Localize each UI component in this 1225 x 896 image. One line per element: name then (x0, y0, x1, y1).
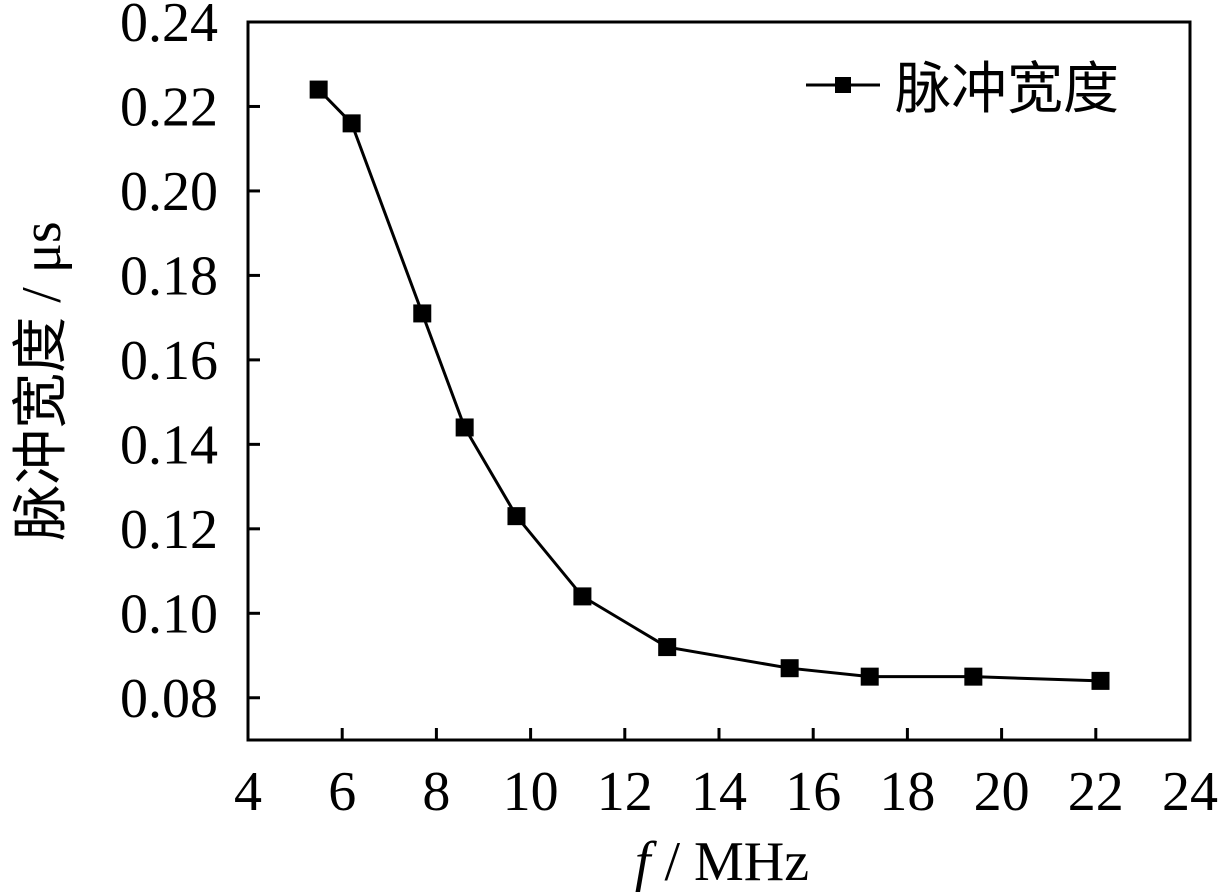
x-tick-label: 18 (879, 761, 935, 823)
y-tick-label: 0.18 (120, 245, 218, 307)
x-tick-label: 14 (691, 761, 747, 823)
data-point-marker (342, 114, 361, 133)
series-line (317, 88, 1101, 683)
x-tick-label: 12 (597, 761, 653, 823)
y-tick-label: 0.16 (120, 330, 218, 392)
data-point-marker (964, 667, 983, 686)
data-point-marker (455, 418, 474, 437)
data-point-marker (309, 80, 328, 99)
legend-marker-sample (835, 77, 851, 93)
x-tick-label: 4 (234, 761, 262, 823)
x-tick-label: 10 (503, 761, 559, 823)
data-point-marker (573, 587, 592, 606)
legend: 脉冲宽度 (806, 59, 1119, 121)
x-axis-label-unit: / MHz (650, 831, 809, 893)
x-axis-label: f / MHz (635, 831, 809, 893)
plot-frame (246, 20, 1192, 742)
series-layer (309, 80, 1110, 690)
y-tick-label: 0.24 (120, 0, 218, 54)
data-point-marker (780, 659, 799, 678)
x-tick-label: 8 (422, 761, 450, 823)
x-axis-ticks: 4 6 8 10 12 14 16 18 20 22 24 (234, 728, 1218, 823)
x-tick-label: 22 (1068, 761, 1124, 823)
y-tick-label: 0.10 (120, 583, 218, 645)
y-axis-label: 脉冲宽度 / μs (11, 221, 73, 540)
legend-label: 脉冲宽度 (895, 59, 1119, 121)
x-tick-label: 20 (974, 761, 1030, 823)
x-tick-label: 24 (1162, 761, 1218, 823)
y-tick-label: 0.20 (120, 161, 218, 223)
y-tick-label: 0.08 (120, 668, 218, 730)
x-tick-label: 16 (785, 761, 841, 823)
data-point-marker (413, 304, 432, 323)
y-tick-label: 0.12 (120, 499, 218, 561)
data-point-marker (507, 507, 526, 526)
data-point-marker (658, 638, 677, 657)
data-point-marker (860, 667, 879, 686)
x-tick-label: 6 (328, 761, 356, 823)
y-tick-label: 0.22 (120, 76, 218, 138)
data-point-marker (1091, 671, 1110, 690)
y-axis-ticks: 0.08 0.10 0.12 0.14 0.16 0.18 0.20 0.22 0.24 (120, 0, 260, 730)
y-tick-label: 0.14 (120, 414, 218, 476)
